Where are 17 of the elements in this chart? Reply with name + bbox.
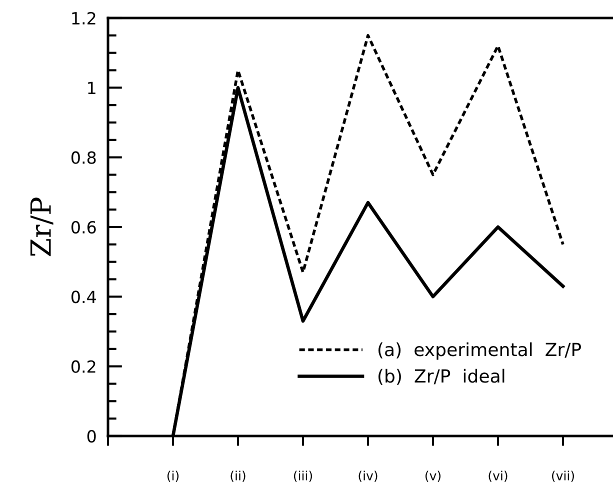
y-tick-label: 0.4 <box>71 290 96 304</box>
x-tick-label: (i) <box>167 470 179 482</box>
y-tick-label: 0.6 <box>71 220 96 234</box>
x-tick-label: (vii) <box>552 470 574 482</box>
legend-label: (b) Zr/P ideal <box>378 368 504 385</box>
y-axis-title: Zr/P <box>30 198 54 256</box>
x-tick-label: (ii) <box>230 470 246 482</box>
y-tick-label: 1.2 <box>72 12 96 24</box>
y-tick-label: 0 <box>87 430 96 443</box>
x-tick-label: (iv) <box>358 470 378 482</box>
y-tick-label: 1 <box>88 82 96 94</box>
x-tick-label: (vi) <box>488 470 508 482</box>
legend-label: (a) experimental Zr/P <box>378 342 581 360</box>
x-tick-label: (iii) <box>294 470 312 482</box>
y-tick-label: 0.8 <box>71 151 96 164</box>
x-tick-label: (v) <box>426 470 440 482</box>
y-tick-label: 0.2 <box>71 360 96 373</box>
